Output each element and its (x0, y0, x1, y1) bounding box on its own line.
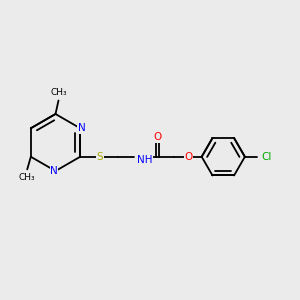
Text: CH₃: CH₃ (50, 88, 67, 97)
Text: CH₃: CH₃ (19, 173, 35, 182)
Text: NH: NH (136, 155, 152, 165)
Text: O: O (185, 152, 193, 162)
Text: N: N (50, 166, 58, 176)
Text: O: O (154, 132, 162, 142)
Text: N: N (78, 123, 86, 133)
Text: Cl: Cl (261, 152, 272, 162)
Text: S: S (96, 152, 103, 162)
